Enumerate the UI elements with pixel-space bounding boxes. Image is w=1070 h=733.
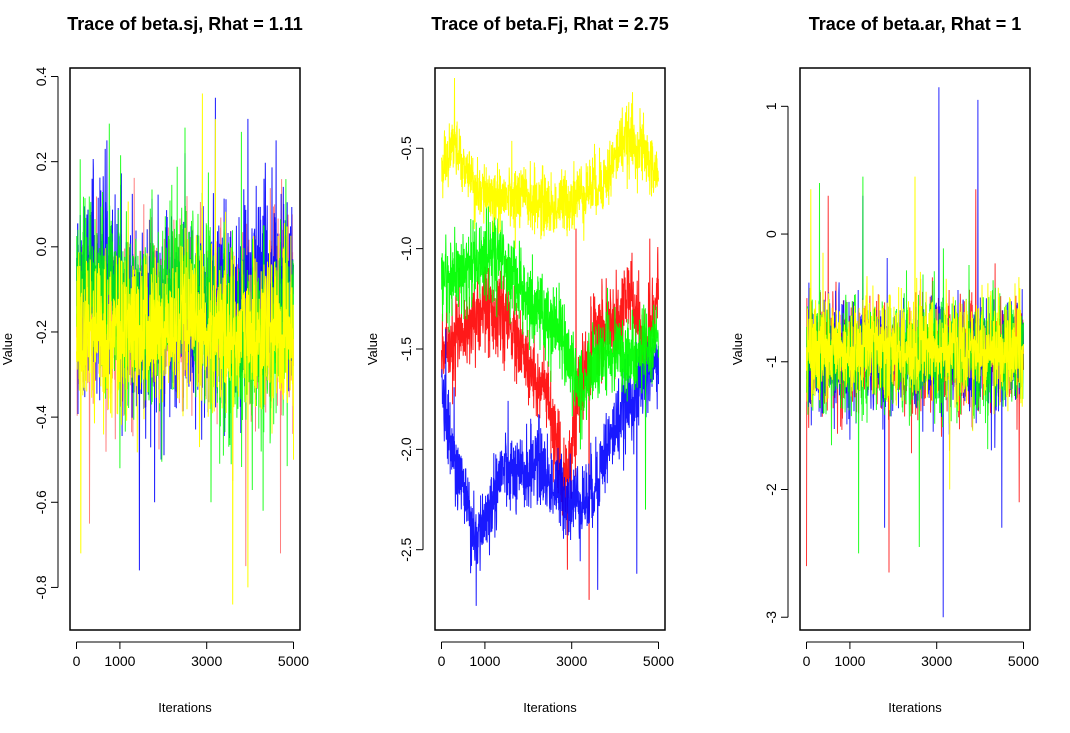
x-axis-label: Iterations — [523, 700, 577, 715]
y-tick-label: -1.5 — [398, 337, 414, 361]
trace-series-group — [441, 77, 659, 606]
y-tick-label: -1.0 — [398, 236, 414, 260]
x-tick-label: 1000 — [834, 653, 865, 669]
chart-title: Trace of beta.sj, Rhat = 1.11 — [67, 14, 303, 34]
trace-series-group — [76, 93, 294, 605]
trace-line-chain-4 — [806, 176, 1024, 490]
x-tick-label: 0 — [803, 653, 811, 669]
y-axis-label: Value — [365, 333, 380, 365]
x-tick-label: 0 — [73, 653, 81, 669]
trace-line-chain-4 — [76, 93, 294, 605]
trace-line-chain-4 — [441, 77, 659, 249]
x-tick-label: 5000 — [1008, 653, 1039, 669]
chart-title: Trace of beta.ar, Rhat = 1 — [809, 14, 1022, 34]
trace-series-group — [806, 87, 1024, 618]
x-tick-label: 0 — [438, 653, 446, 669]
y-tick-label: -1 — [763, 355, 779, 368]
x-tick-label: 3000 — [556, 653, 587, 669]
x-tick-label: 5000 — [643, 653, 674, 669]
x-axis-label: Iterations — [888, 700, 942, 715]
y-tick-label: 0.2 — [33, 152, 49, 172]
y-tick-label: -2.5 — [398, 537, 414, 561]
x-tick-label: 3000 — [191, 653, 222, 669]
y-tick-label: -0.5 — [398, 136, 414, 160]
y-tick-label: -2.0 — [398, 437, 414, 461]
y-tick-label: -0.2 — [33, 320, 49, 344]
x-axis-label: Iterations — [158, 700, 212, 715]
y-tick-label: 0.4 — [33, 67, 49, 87]
trace-line-chain-1 — [441, 228, 659, 600]
y-axis-label: Value — [730, 333, 745, 365]
trace-panel-2: Trace of beta.Fj, Rhat = 2.75 0 1000 3000 50… — [365, 14, 674, 715]
y-axis-label: Value — [0, 333, 15, 365]
x-tick-label: 1000 — [469, 653, 500, 669]
plot-frame — [434, 67, 666, 631]
x-tick-label: 3000 — [921, 653, 952, 669]
chart-title: Trace of beta.Fj, Rhat = 2.75 — [431, 14, 669, 34]
trace-line-chain-3 — [441, 183, 659, 510]
y-tick-label: -0.8 — [33, 575, 49, 599]
y-tick-label: -0.6 — [33, 490, 49, 514]
plot-frame — [69, 67, 301, 631]
y-tick-label: -2 — [763, 483, 779, 496]
y-tick-label: 1 — [763, 102, 779, 110]
plot-frame — [799, 67, 1031, 631]
x-tick-label: 5000 — [278, 653, 309, 669]
y-tick-label: -0.4 — [33, 405, 49, 429]
x-tick-label: 1000 — [104, 653, 135, 669]
y-tick-label: 0.0 — [33, 237, 49, 257]
y-tick-label: 0 — [763, 230, 779, 238]
trace-panel-1: Trace of beta.sj, Rhat = 1.11 0 1000 3000 50… — [0, 14, 309, 715]
y-tick-label: -3 — [763, 611, 779, 624]
trace-panel-3: Trace of beta.ar, Rhat = 1 0 1000 3000 5000 I… — [730, 14, 1039, 715]
